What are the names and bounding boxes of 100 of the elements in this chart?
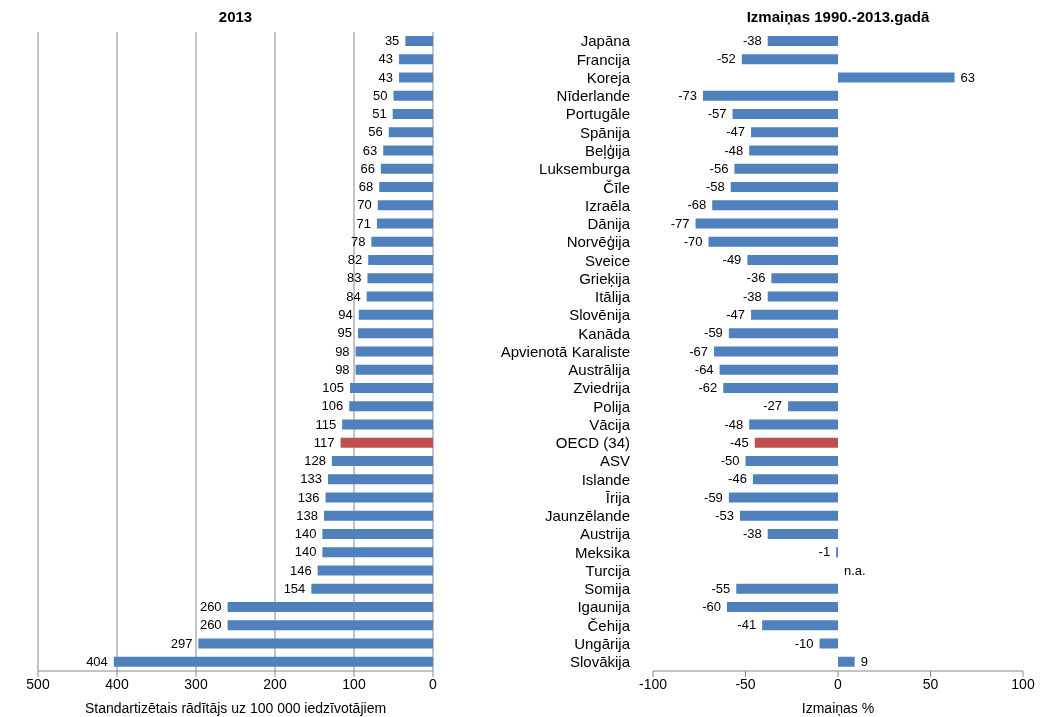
data-label: -73 (678, 87, 697, 104)
data-label: 115 (315, 416, 337, 433)
data-label: 63 (960, 69, 976, 86)
bar (331, 455, 433, 466)
y-tick-label: Zviedrija (573, 379, 631, 397)
data-label: -77 (670, 215, 690, 232)
bar (358, 309, 433, 320)
data-label: -58 (705, 179, 725, 196)
bar (355, 364, 433, 375)
x-tick-label: -100 (638, 675, 668, 692)
data-label: 404 (86, 653, 108, 670)
data-label: 140 (294, 544, 317, 561)
bar (788, 401, 838, 412)
data-label: -46 (728, 471, 747, 488)
data-label: 95 (337, 325, 352, 342)
bar (695, 218, 838, 229)
data-label: 66 (360, 160, 375, 177)
bar (327, 474, 433, 485)
y-tick-label: OECD (34) (555, 434, 630, 452)
data-label: 94 (338, 306, 353, 323)
y-tick-label: Austrālija (568, 361, 631, 379)
data-label: -60 (702, 599, 721, 616)
bar (325, 492, 433, 503)
data-label: 70 (357, 197, 372, 214)
data-label: 50 (373, 87, 388, 104)
data-label: -41 (737, 617, 757, 634)
bar (712, 200, 838, 211)
x-tick-label: 300 (184, 675, 208, 692)
data-label: -59 (704, 325, 723, 342)
data-label: 83 (346, 270, 362, 287)
data-label: -45 (729, 434, 749, 451)
data-label: -38 (742, 33, 762, 50)
y-tick-label: Ungārija (574, 634, 631, 652)
y-tick-label: Grieķija (579, 269, 631, 287)
data-label: 98 (335, 343, 350, 360)
bar (323, 510, 433, 521)
data-label: -10 (794, 635, 814, 652)
data-label: 138 (296, 507, 318, 524)
bar (723, 382, 838, 393)
bar (399, 72, 433, 83)
data-label: 56 (368, 124, 383, 141)
bar (367, 273, 433, 284)
y-tick-label: Slovākija (569, 653, 631, 671)
data-label: -38 (742, 526, 762, 543)
data-label: 260 (199, 617, 222, 634)
bar (749, 145, 838, 156)
data-label: -1 (818, 544, 831, 561)
x-tick-label: 50 (922, 675, 939, 692)
bar (392, 109, 433, 120)
data-label: 105 (322, 380, 345, 396)
bar (383, 145, 433, 156)
bar (728, 492, 838, 503)
y-tick-label: ASV (599, 452, 630, 470)
data-label: 84 (346, 288, 361, 305)
bar (741, 54, 838, 65)
x-tick-label: 400 (105, 675, 129, 692)
bar (728, 328, 838, 339)
x-axis-title: Izmaiņas % (801, 700, 875, 716)
bar (838, 656, 855, 667)
data-label: -48 (724, 416, 744, 433)
data-label: 43 (378, 69, 394, 86)
bar (767, 291, 838, 302)
data-label: -27 (763, 398, 783, 415)
y-tick-label: Norvēģija (566, 233, 631, 251)
data-label: 140 (294, 526, 317, 543)
data-label: -48 (724, 142, 744, 159)
bar (227, 620, 433, 631)
y-tick-label: Nīderlande (556, 87, 630, 105)
bar (752, 474, 838, 485)
bar (393, 90, 433, 101)
bar (708, 236, 838, 247)
data-label: -36 (746, 270, 766, 287)
bar (357, 328, 433, 339)
data-label: -70 (683, 233, 703, 250)
bar (377, 200, 433, 211)
data-label: 154 (283, 580, 306, 597)
bar (322, 547, 433, 558)
y-tick-label: Japāna (580, 32, 631, 50)
bar (376, 218, 433, 229)
bar (838, 72, 955, 83)
bar (734, 163, 838, 174)
y-tick-label: Slovēnija (569, 306, 631, 324)
bar (113, 656, 433, 667)
data-label: 35 (384, 33, 400, 50)
data-label: -47 (726, 124, 746, 141)
y-tick-label: Austrija (579, 525, 631, 543)
bar (754, 437, 838, 448)
data-label: -55 (711, 580, 731, 597)
y-tick-label: Islande (581, 470, 630, 488)
y-tick-label: Meksika (574, 543, 631, 561)
data-label: 117 (313, 434, 335, 451)
y-tick-label: Izraēla (584, 196, 631, 214)
data-label: -49 (722, 252, 742, 269)
bar (727, 601, 838, 612)
y-tick-label: Apvienotā Karaliste (500, 342, 630, 360)
y-tick-label: Kanāda (578, 324, 631, 342)
y-tick-label: Polija (593, 397, 631, 415)
bar (311, 583, 433, 594)
data-label: 68 (358, 179, 374, 196)
bar (227, 601, 433, 612)
